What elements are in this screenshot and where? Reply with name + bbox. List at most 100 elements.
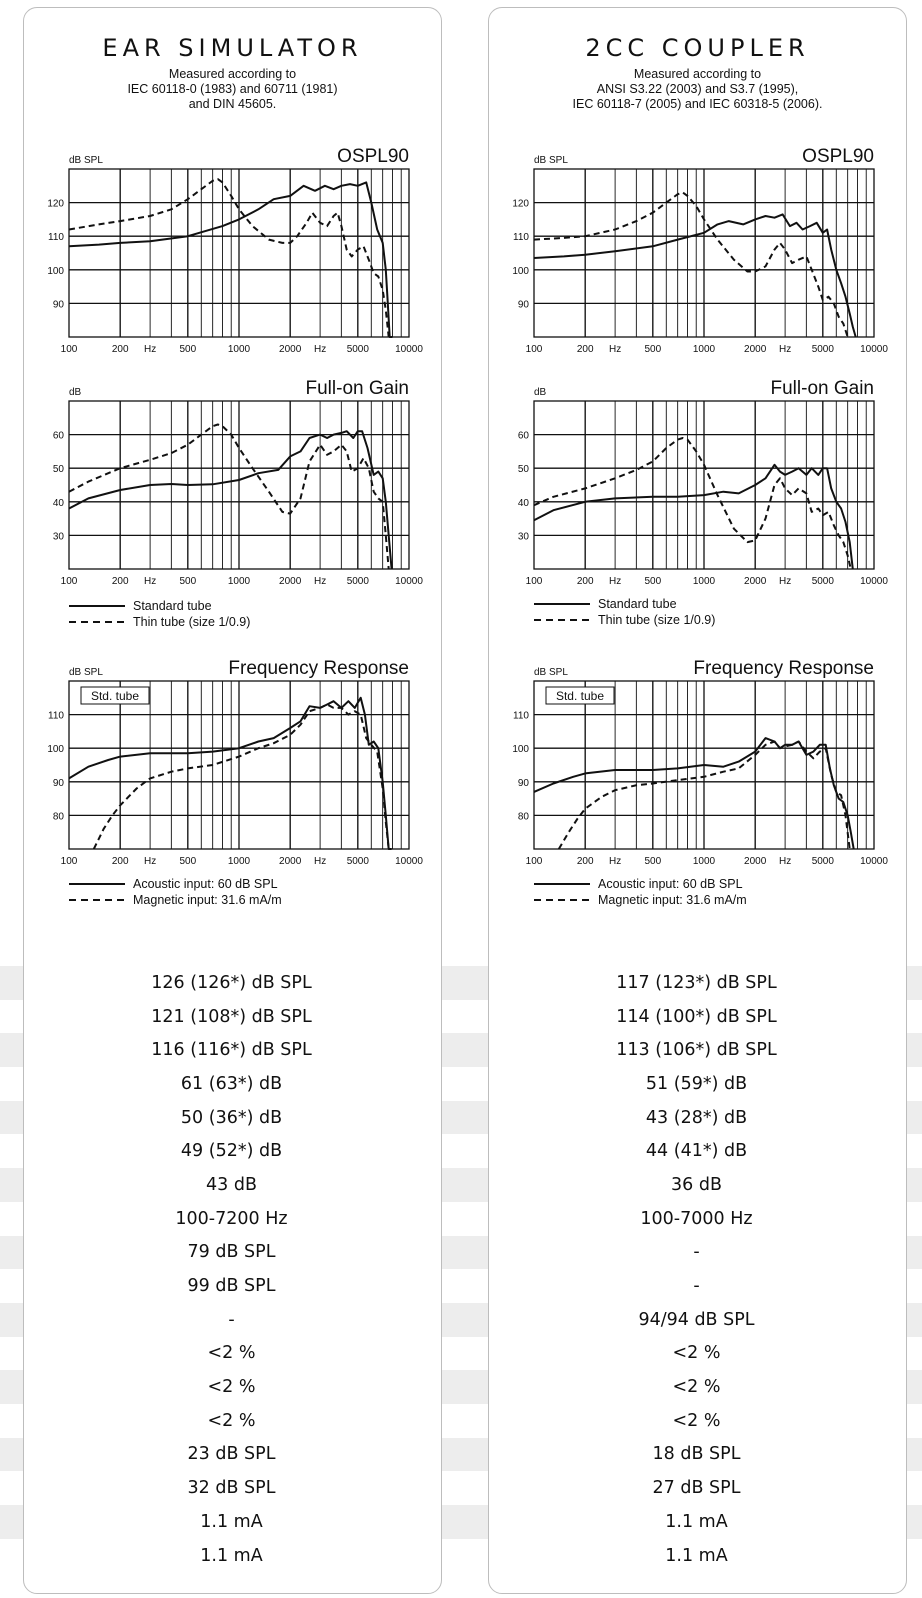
legend-item: Thin tube (size 1/0.9) [534, 612, 715, 628]
solid-line-swatch [69, 883, 125, 885]
y-tick-label: 110 [48, 232, 64, 243]
table-value: 51 (59*) dB [645, 1073, 748, 1094]
x-tick-label: 100 [61, 344, 78, 355]
table-value: 117 (123*) dB SPL [616, 972, 777, 993]
panel-title: EAR SIMULATOR [102, 34, 363, 62]
table-value: - [693, 1276, 700, 1297]
plot-label-box [545, 686, 615, 705]
table-value: 94/94 dB SPL [638, 1309, 755, 1330]
subtitle-line: Measured according to [168, 67, 297, 81]
y-axis-unit-label: dB SPL [69, 155, 103, 166]
2cc-coupler-values: 117 (123*) dB SPL 114 (100*) dB SPL 113 … [488, 966, 905, 1572]
legend-item: Acoustic input: 60 dB SPL [69, 876, 282, 892]
x-tick-label: 10000 [860, 344, 888, 355]
x-tick-label: 500 [644, 856, 661, 867]
y-axis-unit-label: dB [534, 387, 547, 398]
x-tick-label: 10000 [395, 856, 423, 867]
x-tick-label: 5000 [347, 576, 370, 587]
table-value: 61 (63*) dB [180, 1073, 283, 1094]
solid-series-line [533, 737, 855, 850]
panel-title: 2CC COUPLER [585, 34, 810, 62]
x-tick-label: Hz [144, 856, 156, 867]
subtitle-line: ANSI S3.22 (2003) and S3.7 (1995), [596, 82, 799, 96]
x-tick-label: 100 [526, 576, 543, 587]
y-axis-unit-label: dB SPL [69, 667, 103, 678]
table-value: 1.1 mA [665, 1511, 728, 1532]
x-tick-label: 1000 [228, 856, 251, 867]
x-tick-label: 200 [112, 344, 129, 355]
dashed-line-swatch [534, 899, 590, 901]
plot-frame [533, 400, 875, 570]
y-tick-label: 50 [53, 464, 65, 475]
table-value: <2 % [672, 1377, 721, 1398]
y-tick-label: 60 [518, 431, 530, 442]
dashed-series-line [68, 423, 390, 570]
y-tick-label: 110 [513, 232, 529, 243]
solid-line-swatch [534, 603, 590, 605]
x-tick-label: Hz [314, 856, 326, 867]
table-value: 100-7000 Hz [640, 1208, 753, 1229]
y-tick-label: 110 [48, 711, 64, 722]
table-value: 1.1 mA [200, 1511, 263, 1532]
x-tick-label: Hz [609, 576, 621, 587]
plot-frame [68, 400, 410, 570]
subtitle-line: and DIN 45605. [188, 97, 277, 111]
y-tick-label: 100 [47, 266, 64, 277]
x-tick-label: 5000 [812, 344, 835, 355]
table-value: <2 % [672, 1410, 721, 1431]
x-tick-label: 10000 [860, 856, 888, 867]
plot-label-text: Std. tube [556, 689, 604, 703]
subtitle-line: IEC 60118-0 (1983) and 60711 (1981) [127, 82, 338, 96]
table-value: 100-7200 Hz [175, 1208, 288, 1229]
dashed-series-line [68, 178, 390, 338]
x-tick-label: 2000 [744, 344, 767, 355]
table-value: 79 dB SPL [187, 1242, 276, 1263]
table-value: 27 dB SPL [652, 1478, 741, 1499]
dashed-series-line [92, 703, 390, 850]
ospl90-chart: OSPL90 dB SPL 90 100 110 120 100 200 Hz 500 1000 20… [512, 146, 888, 355]
table-value: 49 (52*) dB [180, 1141, 283, 1162]
x-tick-label: 100 [61, 856, 78, 867]
2cc-coupler-panel: 2CC COUPLER Measured according to ANSI S… [488, 7, 907, 1594]
plot-frame [533, 680, 875, 850]
x-tick-label: 5000 [812, 576, 835, 587]
legend-label: Acoustic input: 60 dB SPL [133, 877, 278, 891]
chart-title: OSPL90 [337, 146, 409, 167]
x-tick-label: Hz [144, 576, 156, 587]
x-tick-label: Hz [314, 576, 326, 587]
plot-frame [68, 168, 410, 338]
y-tick-label: 100 [512, 744, 529, 755]
x-tick-label: 1000 [693, 344, 716, 355]
dashed-series-line [533, 191, 849, 338]
x-tick-label: 200 [112, 856, 129, 867]
x-tick-label: 100 [61, 576, 78, 587]
x-tick-label: 100 [526, 344, 543, 355]
subtitle-line: IEC 60118-7 (2005) and IEC 60318-5 (2006… [572, 97, 823, 111]
ear-simulator-values: 126 (126*) dB SPL 121 (108*) dB SPL 116 … [23, 966, 440, 1572]
table-value: <2 % [672, 1343, 721, 1364]
x-tick-label: 200 [577, 856, 594, 867]
x-tick-label: 2000 [279, 344, 302, 355]
plot-frame [68, 680, 410, 850]
table-value: 36 dB [671, 1174, 722, 1195]
x-tick-label: Hz [779, 576, 791, 587]
legend-item: Standard tube [534, 596, 715, 612]
table-value: <2 % [207, 1410, 256, 1431]
legend-label: Magnetic input: 31.6 mA/m [133, 893, 282, 907]
x-tick-label: 200 [112, 576, 129, 587]
x-tick-label: 1000 [693, 576, 716, 587]
table-value: 113 (106*) dB SPL [616, 1040, 777, 1061]
solid-line-swatch [69, 605, 125, 607]
plot-frame [533, 168, 875, 338]
x-tick-label: 5000 [347, 856, 370, 867]
table-value: 116 (116*) dB SPL [151, 1040, 312, 1061]
x-tick-label: Hz [314, 344, 326, 355]
dashed-line-swatch [69, 899, 125, 901]
solid-series-line [533, 213, 857, 338]
table-value: 99 dB SPL [187, 1276, 276, 1297]
table-value: 18 dB SPL [652, 1444, 741, 1465]
dashed-line-swatch [534, 619, 590, 621]
gain-legend: Standard tube Thin tube (size 1/0.9) [69, 598, 250, 630]
x-tick-label: Hz [779, 856, 791, 867]
table-value: 1.1 mA [200, 1545, 263, 1566]
